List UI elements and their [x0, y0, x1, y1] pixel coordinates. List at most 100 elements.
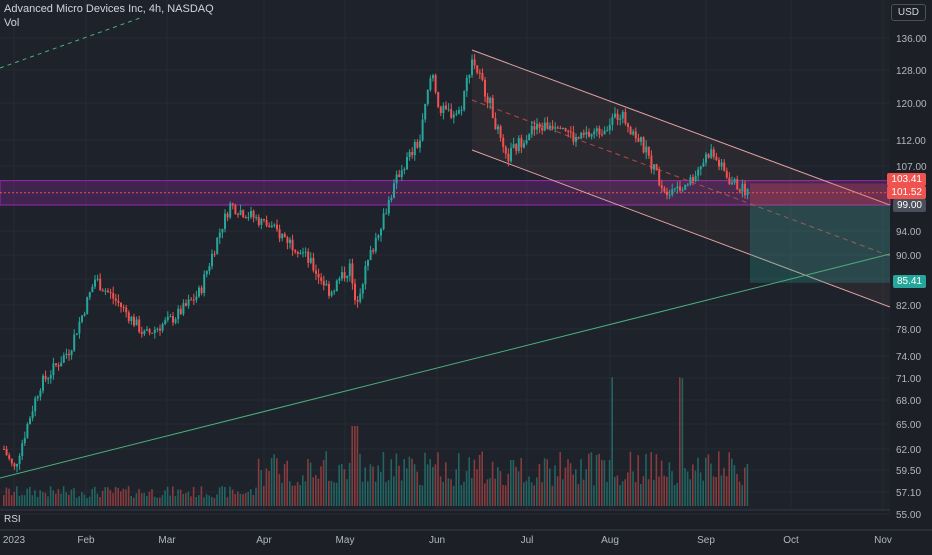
candle-body — [343, 272, 346, 279]
volume-bar — [406, 468, 408, 506]
volume-bar — [354, 426, 356, 506]
volume-bar — [185, 493, 187, 506]
volume-bar — [580, 459, 582, 506]
price-tick-label: 128.00 — [896, 66, 927, 77]
volume-bar — [634, 482, 637, 506]
candle-body — [387, 199, 390, 214]
volume-bar — [172, 486, 174, 506]
volume-bar — [242, 494, 244, 506]
volume-bar — [341, 463, 343, 506]
volume-bar — [289, 481, 291, 506]
volume-bar — [75, 497, 78, 506]
volume-bar — [260, 470, 262, 506]
candle-body — [257, 217, 260, 225]
candle-body — [627, 123, 629, 128]
candle-body — [562, 128, 564, 130]
volume-bar — [125, 489, 127, 506]
candle-body — [52, 363, 55, 376]
volume-bar — [746, 463, 749, 506]
volume-bar — [515, 466, 517, 506]
volume-bar — [603, 460, 606, 506]
volume-bar — [315, 474, 317, 506]
candle-body — [70, 350, 73, 356]
volume-bar — [234, 494, 236, 506]
candle-body — [481, 73, 484, 80]
volume-bar — [733, 465, 736, 506]
volume-bar — [278, 473, 281, 506]
candle-body — [242, 210, 245, 218]
volume-bar — [421, 485, 424, 506]
candle-body — [590, 134, 593, 137]
candle-body — [512, 144, 515, 148]
candle-body — [221, 228, 224, 233]
volume-bar — [94, 486, 96, 506]
candle-body — [140, 332, 143, 334]
candle-body — [31, 411, 34, 419]
volume-bar — [718, 451, 720, 506]
chart-title: Advanced Micro Devices Inc, 4h, NASDAQ — [4, 3, 214, 15]
candle-body — [86, 297, 89, 314]
candle-body — [36, 396, 39, 399]
volume-bar — [465, 470, 468, 506]
price-tick-label: 59.50 — [896, 466, 921, 477]
volume-bar — [671, 471, 673, 506]
volume-bar — [525, 480, 528, 506]
candle-body — [653, 164, 655, 170]
volume-bar — [148, 491, 151, 506]
volume-bar — [117, 488, 119, 506]
candle-body — [18, 455, 21, 464]
volume-bar — [39, 490, 41, 506]
candle-body — [621, 111, 624, 119]
candle-body — [182, 303, 185, 315]
candle-body — [707, 154, 710, 158]
volume-bar — [268, 470, 270, 506]
candle-body — [205, 271, 208, 275]
candle-body — [606, 130, 609, 132]
candle-body — [442, 105, 445, 114]
volume-bar — [655, 454, 658, 506]
candle-body — [642, 137, 645, 153]
candle-body — [213, 253, 216, 255]
candle-body — [710, 149, 713, 158]
candle-body — [252, 210, 255, 218]
volume-bar — [229, 486, 231, 506]
candle-body — [499, 126, 502, 138]
candle-body — [712, 149, 715, 157]
candle-body — [624, 111, 627, 124]
candle-body — [208, 266, 211, 272]
price-tick-label: 68.00 — [896, 396, 921, 407]
candle-body — [463, 91, 466, 110]
volume-bar — [335, 482, 338, 506]
volume-bar — [387, 480, 390, 506]
candle-body — [400, 170, 403, 178]
candle-body — [455, 113, 458, 115]
volume-bar — [21, 494, 23, 506]
volume-bar — [5, 487, 8, 506]
profit-zone — [750, 205, 890, 283]
time-axis-label: Oct — [783, 535, 799, 546]
candle-body — [5, 449, 8, 456]
volume-bar — [504, 485, 507, 506]
volume-bar — [608, 459, 611, 506]
candle-body — [315, 270, 317, 274]
candle-body — [55, 363, 57, 366]
candle-body — [226, 213, 229, 218]
candle-body — [29, 418, 31, 425]
stop-zone — [750, 183, 890, 205]
price-tick-label: 55.00 — [896, 510, 921, 521]
candle-body — [177, 308, 180, 320]
volume-bar — [156, 497, 158, 506]
candle-body — [75, 333, 78, 335]
candle-body — [660, 185, 663, 189]
candle-body — [239, 210, 242, 215]
candle-body — [351, 263, 354, 284]
volume-bar — [78, 496, 80, 506]
currency-button[interactable]: USD — [890, 4, 926, 21]
volume-bar — [86, 497, 88, 506]
volume-bar — [23, 495, 26, 506]
volume-bar — [463, 481, 465, 506]
candle-body — [107, 290, 109, 293]
candle-body — [125, 307, 128, 313]
